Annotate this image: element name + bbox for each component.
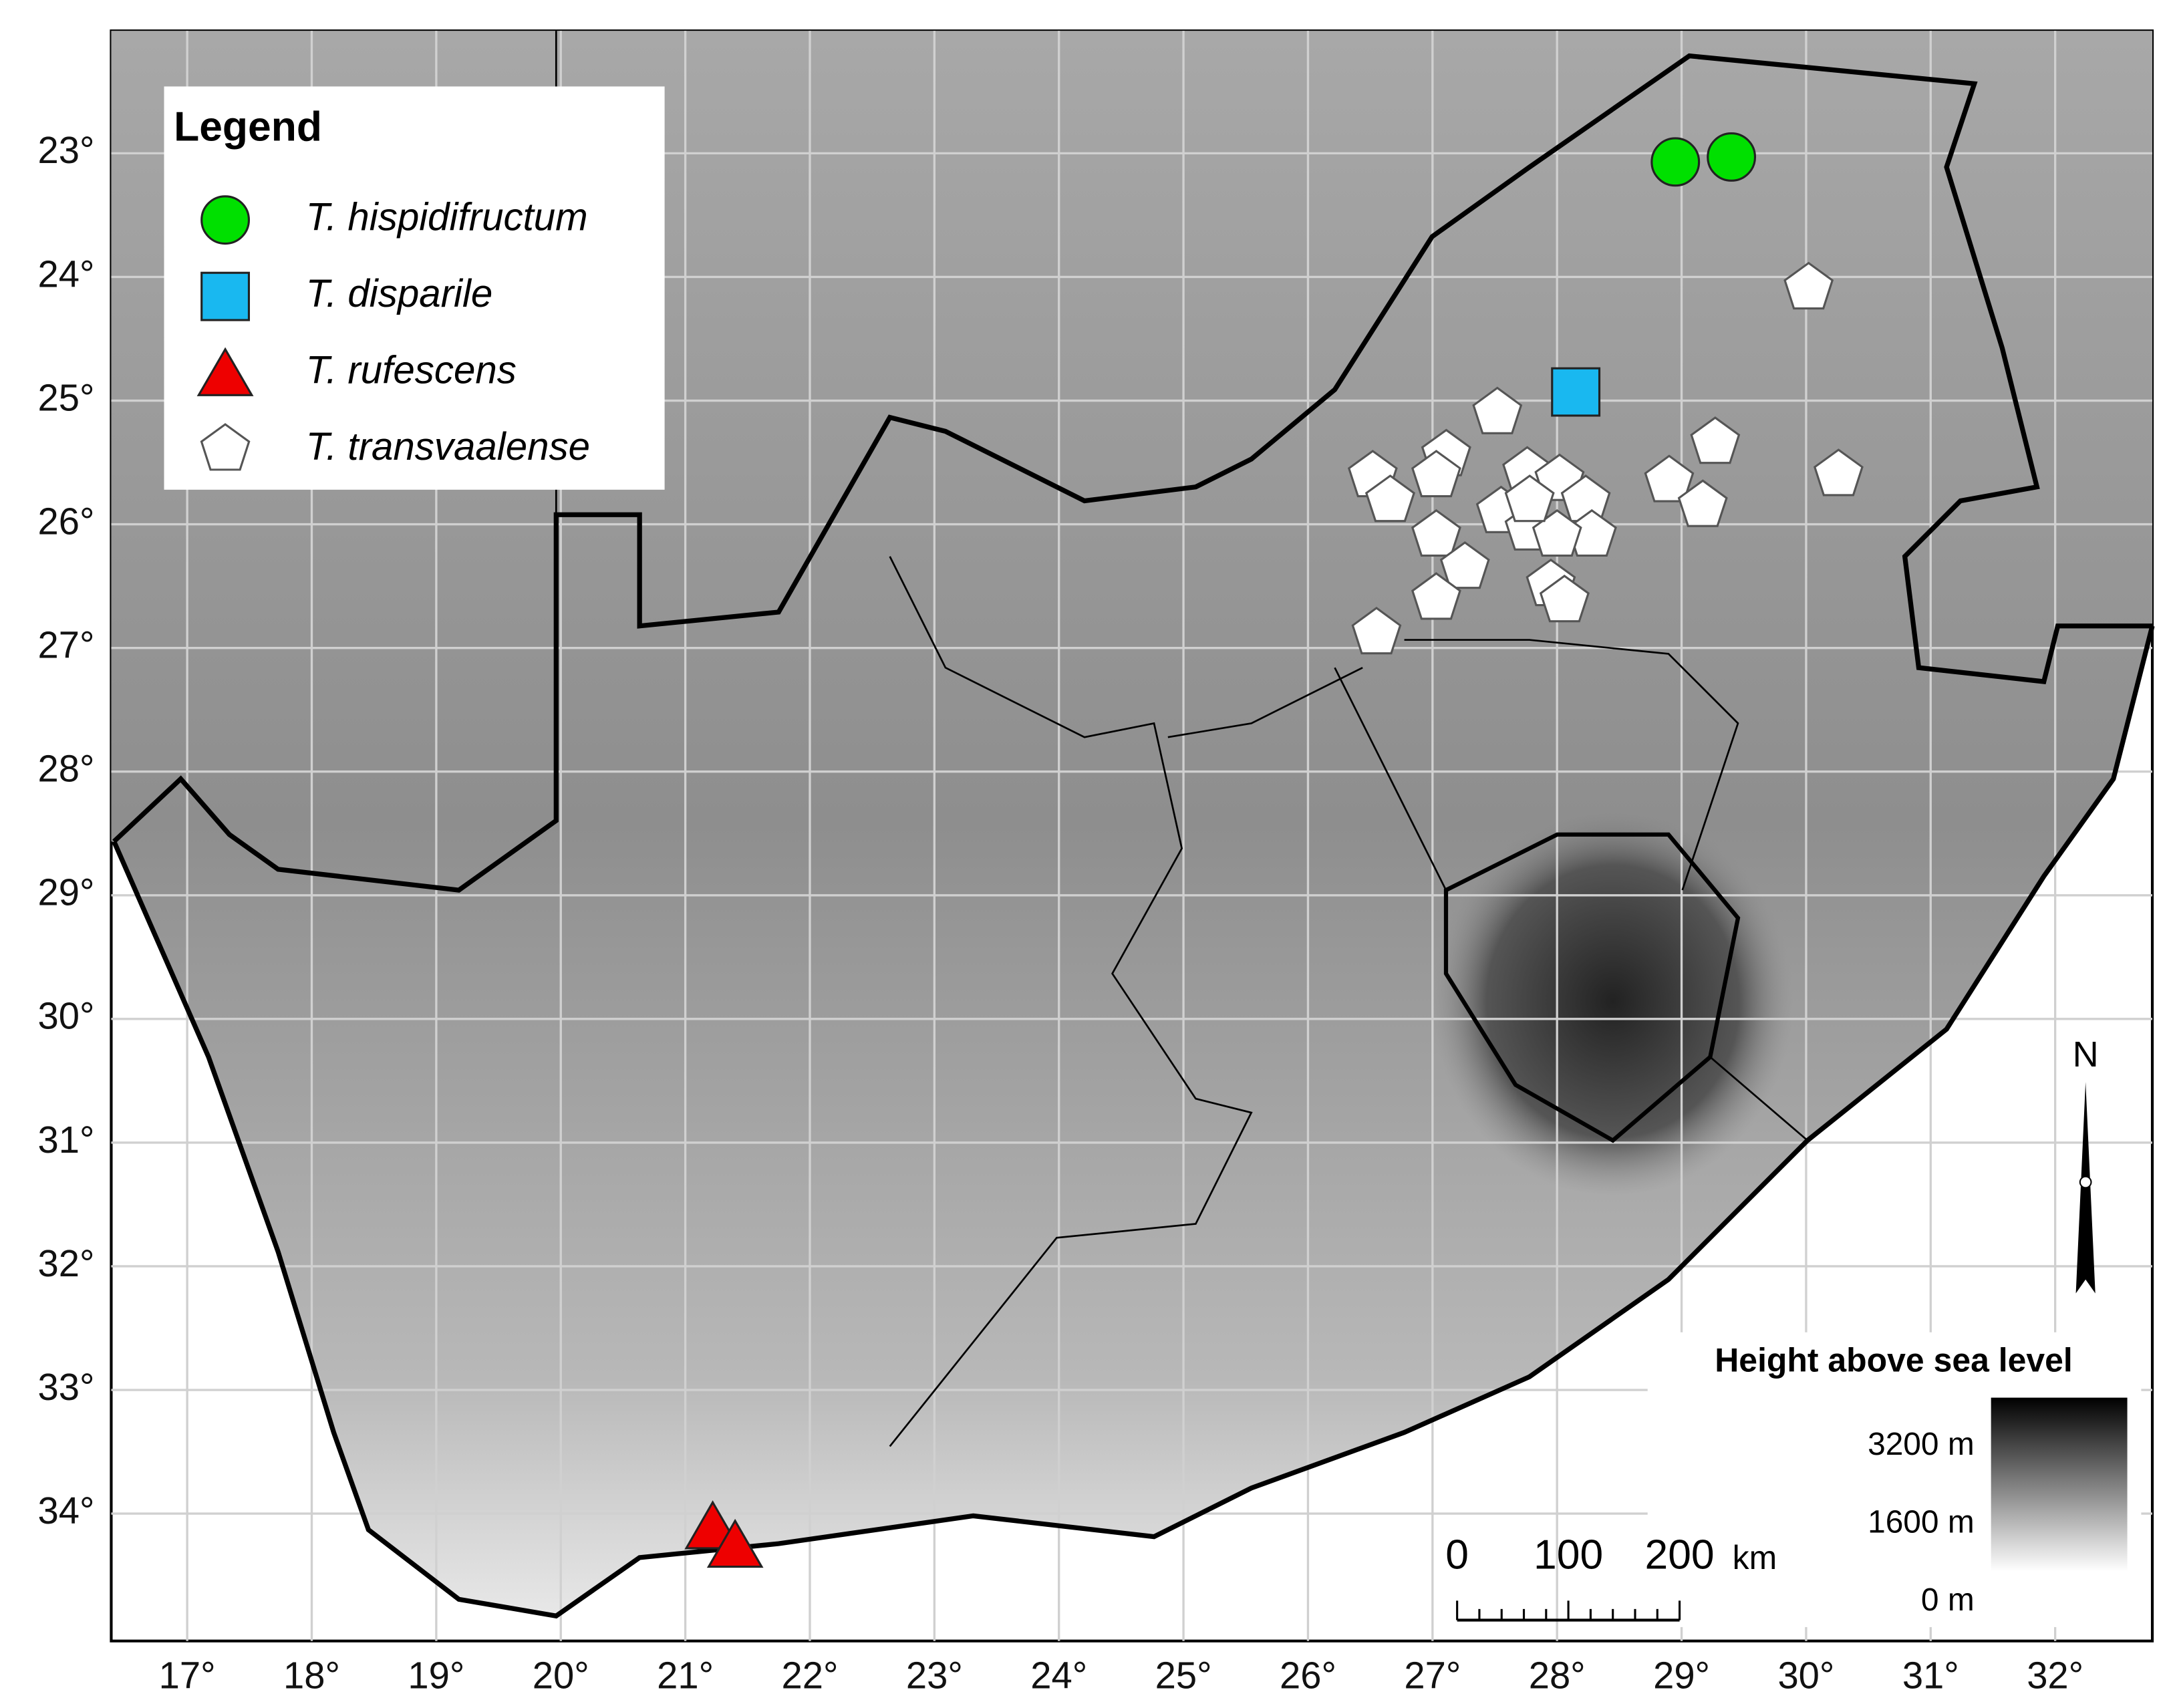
- scale-label: 0: [1445, 1531, 1469, 1578]
- point: [1551, 367, 1601, 417]
- point: [1783, 261, 1834, 310]
- y-tick-label: 29°: [38, 871, 95, 913]
- x-tick-label: 23°: [906, 1655, 963, 1697]
- national-border: [112, 53, 2155, 1619]
- elevation-label: 0 m: [1921, 1582, 1975, 1618]
- tick-labels: 17° 18° 19° 20° 21° 22° 23° 24° 25° 26° 27° 28° 29° 3…: [38, 129, 2084, 1696]
- point: [1813, 448, 1864, 496]
- x-tick-label: 30°: [1777, 1655, 1834, 1697]
- legend-symbol: [200, 271, 251, 321]
- legend-label: T. rufescens: [306, 348, 517, 392]
- legend-label: T. transvaalense: [306, 425, 590, 468]
- x-tick-label: 22°: [782, 1655, 839, 1697]
- point: [1364, 474, 1415, 523]
- point: [706, 1518, 764, 1568]
- point: [1504, 474, 1555, 523]
- scale-bar: 0 100 200 km: [1445, 1531, 1777, 1622]
- x-tick-label: 29°: [1653, 1655, 1710, 1697]
- legend: T. hispidifructum T. disparile T. rufescen…: [196, 195, 590, 471]
- point: [1411, 450, 1461, 498]
- legend-label: T. disparile: [306, 272, 493, 315]
- x-tick-label: 25°: [1155, 1655, 1212, 1697]
- scale-unit: km: [1733, 1539, 1777, 1576]
- point: [1644, 454, 1695, 503]
- province-border: [555, 31, 1808, 1447]
- legend-title: Legend: [174, 103, 322, 150]
- point: [1532, 509, 1582, 557]
- x-tick-label: 24°: [1030, 1655, 1087, 1697]
- north-label: N: [2073, 1034, 2099, 1075]
- north-arrow-hub: [2079, 1175, 2092, 1189]
- legend-symbol: [200, 195, 251, 245]
- y-tick-label: 33°: [38, 1366, 95, 1408]
- y-tick-label: 25°: [38, 376, 95, 418]
- y-tick-label: 23°: [38, 129, 95, 171]
- x-tick-label: 17°: [159, 1655, 216, 1697]
- elevation-title: Height above sea level: [1715, 1342, 2073, 1379]
- x-tick-label: 20°: [533, 1655, 589, 1697]
- point: [1472, 386, 1523, 434]
- point: [1411, 509, 1461, 557]
- point: [1539, 574, 1590, 623]
- y-tick-label: 30°: [38, 995, 95, 1037]
- point: [1650, 137, 1701, 187]
- occurrence-points: [684, 132, 1864, 1568]
- highlands: [1432, 807, 1794, 1196]
- point: [1677, 479, 1728, 527]
- y-tick-label: 32°: [38, 1242, 95, 1284]
- point: [1707, 132, 1757, 182]
- point: [1439, 541, 1490, 589]
- elevation-label: 1600 m: [1868, 1505, 1975, 1540]
- x-tick-label: 19°: [408, 1655, 464, 1697]
- legend-label: T. hispidifructum: [306, 196, 588, 239]
- elevation-labels: 3200 m 1600 m 0 m: [1868, 1427, 1975, 1618]
- x-tick-label: 26°: [1280, 1655, 1336, 1697]
- elevation-label: 3200 m: [1868, 1427, 1975, 1462]
- y-tick-label: 31°: [38, 1119, 95, 1161]
- elevation-ramp: [1991, 1397, 2128, 1572]
- x-tick-label: 31°: [1902, 1655, 1959, 1697]
- legend-symbol: [200, 423, 251, 471]
- point: [1411, 572, 1461, 620]
- x-tick-label: 18°: [283, 1655, 340, 1697]
- x-tick-label: 28°: [1529, 1655, 1586, 1697]
- x-tick-label: 32°: [2027, 1655, 2083, 1697]
- point: [1351, 606, 1402, 655]
- scale-label: 200: [1645, 1531, 1715, 1578]
- y-tick-label: 26°: [38, 500, 95, 542]
- point: [1690, 416, 1741, 464]
- y-tick-label: 28°: [38, 748, 95, 790]
- x-tick-label: 21°: [657, 1655, 714, 1697]
- y-tick-label: 24°: [38, 253, 95, 295]
- y-tick-label: 34°: [38, 1489, 95, 1532]
- y-tick-label: 27°: [38, 623, 95, 666]
- legend-symbol: [196, 347, 254, 396]
- x-tick-label: 27°: [1404, 1655, 1461, 1697]
- scale-label: 100: [1534, 1531, 1603, 1578]
